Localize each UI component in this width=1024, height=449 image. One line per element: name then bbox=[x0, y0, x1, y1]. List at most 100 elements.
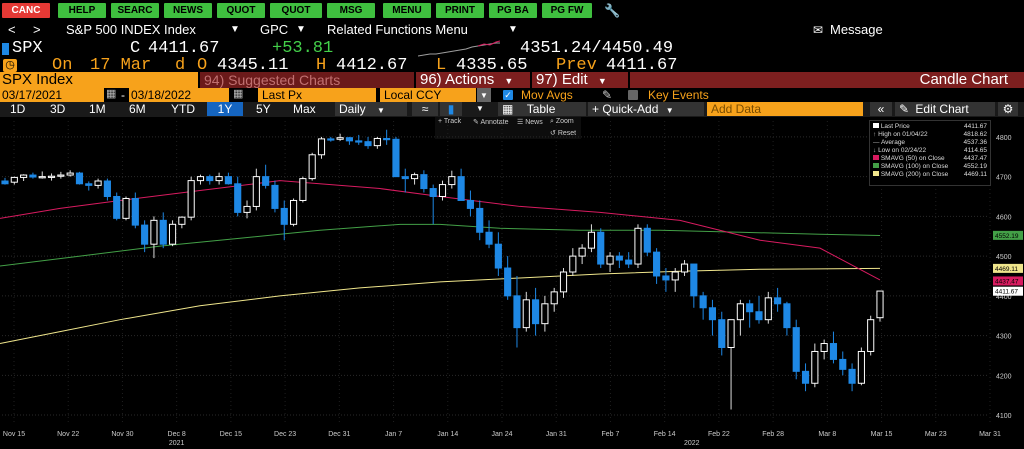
candle-body bbox=[783, 303, 791, 329]
reset-tool[interactable]: ↺ Reset bbox=[550, 130, 577, 137]
gpc-selector[interactable]: GPC bbox=[260, 22, 289, 37]
collapse-icon[interactable]: « bbox=[870, 102, 892, 116]
legend-high-value: 4818.62 bbox=[963, 131, 988, 138]
legend-low-value: 4114.65 bbox=[963, 147, 987, 154]
gear-icon[interactable]: ⚙ bbox=[998, 102, 1018, 116]
day-range: 4351.24/4450.49 bbox=[520, 39, 674, 58]
candle-body bbox=[671, 271, 679, 281]
security-selector[interactable]: S&P 500 INDEX Index bbox=[66, 22, 196, 37]
candle-body bbox=[457, 176, 465, 201]
chevron-down-icon[interactable]: ▼ bbox=[296, 24, 306, 35]
candle-body bbox=[103, 180, 111, 198]
grid bbox=[2, 121, 991, 423]
quick-add-button[interactable]: + Quick-Add ▼ bbox=[588, 102, 704, 116]
candle-body bbox=[271, 184, 279, 209]
news-tool[interactable]: ☰ News bbox=[517, 119, 543, 126]
message-button[interactable]: Message bbox=[830, 22, 883, 37]
calendar-icon[interactable]: ▦ bbox=[106, 88, 117, 100]
period-5y[interactable]: 5Y bbox=[256, 102, 271, 116]
zoom-tool[interactable]: ⌕ Zoom bbox=[550, 118, 574, 125]
field-selector[interactable]: Last Px bbox=[258, 88, 376, 103]
candle-body bbox=[662, 275, 670, 281]
related-functions-menu[interactable]: Related Functions Menu bbox=[327, 22, 468, 37]
mov-avgs-label[interactable]: Mov Avgs bbox=[521, 88, 573, 102]
chevron-down-icon[interactable]: ▼ bbox=[230, 24, 240, 35]
page-forward-button[interactable]: PG FW bbox=[542, 3, 592, 18]
candle-body bbox=[187, 180, 195, 218]
candle-chart-icon[interactable]: ▮ bbox=[440, 102, 462, 116]
period-1y[interactable]: 1Y bbox=[207, 102, 243, 116]
news-button[interactable]: NEWS bbox=[164, 3, 212, 18]
annotate-tool[interactable]: ✎ Annotate bbox=[473, 119, 509, 126]
wrench-icon[interactable]: 🔧 bbox=[604, 3, 621, 18]
legend-high-label: High on 01/04/22 bbox=[878, 131, 928, 138]
key-events-label[interactable]: Key Events bbox=[648, 88, 709, 102]
candle-body bbox=[625, 259, 633, 265]
period-ytd[interactable]: YTD bbox=[171, 102, 195, 116]
period-max[interactable]: Max bbox=[293, 102, 316, 116]
add-data-input[interactable]: Add Data bbox=[707, 102, 863, 116]
chevron-down-icon[interactable]: ▼ bbox=[477, 88, 491, 103]
period-1m[interactable]: 1M bbox=[89, 102, 106, 116]
sparkline bbox=[418, 40, 500, 57]
help-button[interactable]: HELP bbox=[58, 3, 106, 18]
x-tick-label: Feb 14 bbox=[654, 431, 676, 438]
mov-avgs-checkbox[interactable]: ✓ bbox=[503, 90, 513, 100]
page-back-button[interactable]: PG BA bbox=[489, 3, 537, 18]
msg-button[interactable]: MSG bbox=[327, 3, 375, 18]
forward-arrow-icon[interactable]: > bbox=[33, 22, 41, 37]
key-events-checkbox[interactable] bbox=[628, 90, 638, 100]
period-3d[interactable]: 3D bbox=[50, 102, 66, 116]
candle-body bbox=[373, 137, 381, 147]
search-button[interactable]: SEARC bbox=[111, 3, 159, 18]
annotate-label: Annotate bbox=[480, 119, 509, 126]
candle-body bbox=[746, 303, 754, 313]
average-icon: — bbox=[873, 139, 880, 146]
actions-menu[interactable]: 96) Actions ▼ bbox=[416, 72, 530, 88]
edit-menu[interactable]: 97) Edit ▼ bbox=[532, 72, 628, 88]
print-button[interactable]: PRINT bbox=[436, 3, 484, 18]
cancel-button[interactable]: CANC bbox=[2, 3, 50, 18]
prev-label: Prev bbox=[556, 56, 597, 75]
x-tick-label: Dec 23 bbox=[274, 431, 296, 438]
currency-selector[interactable]: Local CCY bbox=[380, 88, 476, 103]
candle-body bbox=[159, 219, 167, 245]
candle-body bbox=[448, 176, 456, 186]
candle-body bbox=[38, 176, 46, 179]
pencil-icon[interactable]: ✎ bbox=[602, 88, 613, 102]
price-badge-label: 4469.11 bbox=[995, 266, 1018, 273]
candle-body bbox=[262, 176, 270, 186]
candle-body bbox=[708, 307, 717, 321]
candle-body bbox=[532, 299, 540, 325]
message-icon[interactable]: ✉ bbox=[813, 23, 824, 37]
calendar-icon[interactable]: ▦ bbox=[233, 88, 244, 100]
chevron-down-icon[interactable]: ▼ bbox=[476, 104, 484, 113]
line-chart-icon[interactable]: ≈ bbox=[412, 102, 438, 116]
start-date-input[interactable]: 03/17/2021 bbox=[0, 88, 104, 103]
candle-body bbox=[289, 199, 298, 225]
back-arrow-icon[interactable]: < bbox=[8, 22, 16, 37]
menu-button[interactable]: MENU bbox=[383, 3, 431, 18]
frequency-selector[interactable]: Daily ▼ bbox=[335, 102, 407, 116]
suggested-charts-button[interactable]: 94) Suggested Charts bbox=[200, 72, 414, 88]
down-arrow-icon: ↓ bbox=[873, 147, 877, 154]
quote-button-2[interactable]: QUOT bbox=[270, 3, 322, 18]
end-date-input[interactable]: 03/18/2022 bbox=[129, 88, 229, 103]
chevron-down-icon: ▼ bbox=[597, 76, 607, 86]
edit-chart-button[interactable]: ✎ Edit Chart bbox=[895, 102, 995, 116]
table-button[interactable]: ▦ Table bbox=[498, 102, 586, 116]
candle-body bbox=[569, 255, 577, 273]
quote-button-1[interactable]: QUOT bbox=[217, 3, 265, 18]
candle-body bbox=[141, 224, 149, 245]
chevron-down-icon: ▼ bbox=[665, 106, 674, 115]
track-tool[interactable]: + Track bbox=[438, 118, 462, 125]
candle-body bbox=[867, 319, 875, 352]
chevron-down-icon[interactable]: ▼ bbox=[508, 24, 518, 35]
candle-body bbox=[801, 370, 810, 384]
period-1d[interactable]: 1D bbox=[10, 102, 26, 116]
y-tick-label: 4400 bbox=[996, 294, 1012, 301]
candle-chart[interactable]: 410042004300440045004600470048004552.194… bbox=[0, 117, 1024, 449]
edit-label: 97) Edit bbox=[536, 71, 588, 88]
period-6m[interactable]: 6M bbox=[129, 102, 146, 116]
candle-body bbox=[755, 311, 763, 321]
